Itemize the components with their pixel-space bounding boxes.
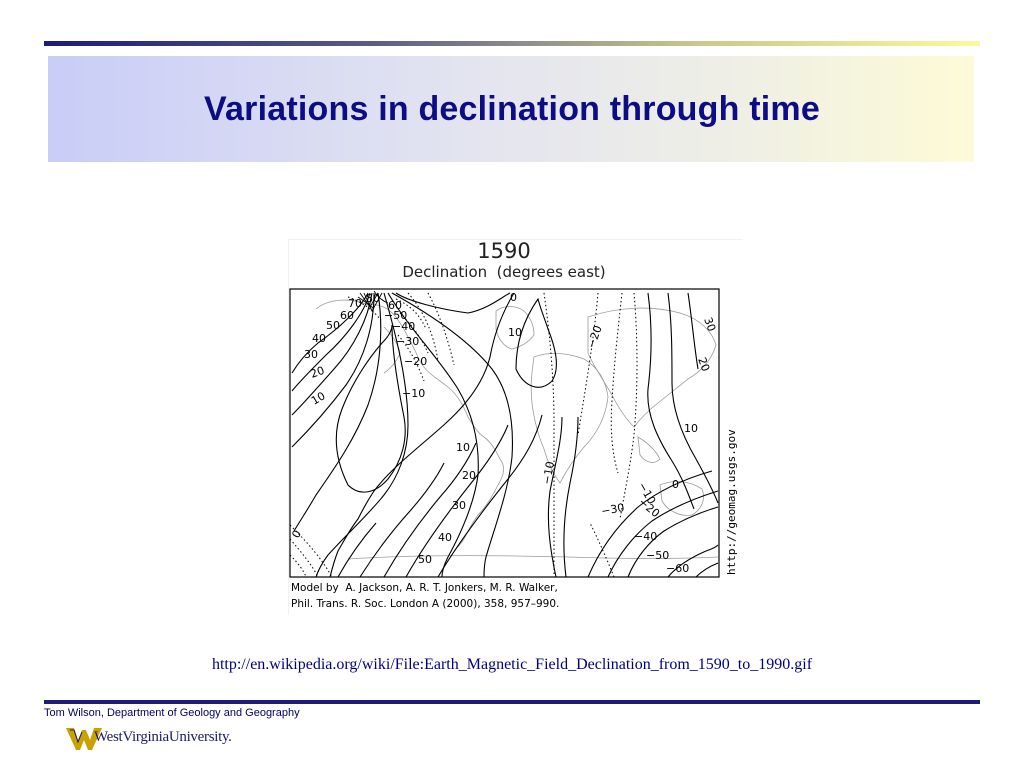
title-band <box>48 56 974 162</box>
label-40-south: 40 <box>438 531 452 544</box>
wvu-logo <box>66 728 102 750</box>
coastlines <box>315 299 719 560</box>
label-neg40-south: −40 <box>634 530 657 543</box>
label-30-left: 30 <box>304 348 318 361</box>
label-neg60-south: −60 <box>666 562 689 575</box>
declination-map-svg: 1590 Declination (degrees east) <box>287 238 743 615</box>
top-divider <box>44 41 980 46</box>
label-10-left: 10 <box>309 389 328 407</box>
label-neg30: −30 <box>396 335 419 348</box>
label-30-south: 30 <box>452 499 466 512</box>
pole-cluster <box>357 290 389 313</box>
label-neg20: −20 <box>404 355 427 368</box>
solid-contours <box>291 292 719 578</box>
label-20-south: 20 <box>462 469 476 482</box>
bottom-divider <box>44 700 980 704</box>
label-neg50-south: −50 <box>646 549 669 562</box>
slide-title: Variations in declination through time <box>204 90 820 128</box>
label-70: 70 <box>348 297 362 310</box>
label-10-europe: 10 <box>508 326 522 339</box>
label-60-right: 60 <box>388 299 402 312</box>
label-neg10: −10 <box>402 387 425 400</box>
dotted-contours <box>289 292 638 578</box>
map-side-url: http://geomag.usgs.gov <box>725 429 738 575</box>
map-subtitle: Declination (degrees east) <box>402 263 605 281</box>
label-10-south: 10 <box>456 441 470 454</box>
map-credit-line2: Phil. Trans. R. Soc. London A (2000), 35… <box>291 598 559 610</box>
map-year: 1590 <box>477 239 530 263</box>
label-0-top: 0 <box>510 291 517 304</box>
wvu-logo-text: WestVirginiaUniversity. <box>94 729 232 745</box>
label-neg30-indian: −30 <box>600 501 625 518</box>
label-neg40: −40 <box>392 320 415 333</box>
declination-map: 1590 Declination (degrees east) <box>287 238 743 615</box>
label-neg50: −50 <box>384 309 407 322</box>
label-10-asia: 10 <box>684 422 698 435</box>
label-50-south: 50 <box>418 553 432 566</box>
map-credit-line1: Model by A. Jackson, A. R. T. Jonkers, M… <box>291 582 558 594</box>
label-40-left: 40 <box>312 332 326 345</box>
label-20-left: 20 <box>309 364 327 381</box>
label-60-left: 60 <box>340 309 354 322</box>
label-0-asia: 0 <box>672 478 679 491</box>
label-80: 80 <box>366 292 380 305</box>
map-frame <box>289 288 720 578</box>
footer-credit: Tom Wilson, Department of Geology and Ge… <box>44 707 300 719</box>
label-50-left: 50 <box>326 319 340 332</box>
label-20-right: 20 <box>695 356 712 374</box>
label-neg10-africa: −10 <box>540 460 557 485</box>
source-link[interactable]: http://en.wikipedia.org/wiki/File:Earth_… <box>211 656 813 673</box>
label-30-right: 30 <box>701 316 718 334</box>
